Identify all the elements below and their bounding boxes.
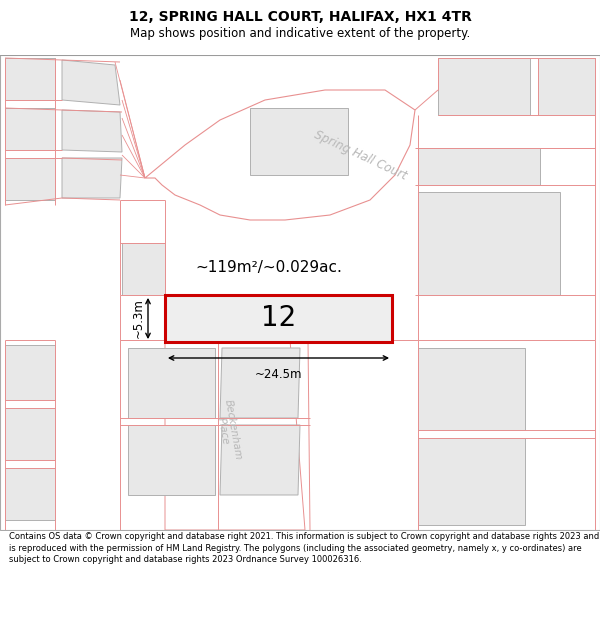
Polygon shape [62,60,120,105]
Polygon shape [538,58,595,115]
Text: ~119m²/~0.029ac.: ~119m²/~0.029ac. [195,260,342,275]
Text: Beckenham
Place: Beckenham Place [213,398,243,462]
Polygon shape [5,158,55,200]
Polygon shape [128,348,215,418]
Polygon shape [418,438,525,525]
Polygon shape [438,58,530,115]
Polygon shape [62,110,122,152]
Polygon shape [5,468,55,520]
Polygon shape [128,425,215,495]
Bar [165,295,392,342]
Text: ~5.3m: ~5.3m [132,299,145,339]
Polygon shape [5,108,55,150]
Polygon shape [418,192,560,295]
Polygon shape [5,58,55,100]
Text: Map shows position and indicative extent of the property.: Map shows position and indicative extent… [130,27,470,39]
Text: 12: 12 [261,304,296,332]
Polygon shape [165,340,305,530]
Polygon shape [145,90,415,220]
Text: ~24.5m: ~24.5m [255,368,302,381]
Polygon shape [250,108,348,175]
Polygon shape [220,425,300,495]
Polygon shape [220,348,300,418]
Polygon shape [5,408,55,460]
Text: Spring Hall Court: Spring Hall Court [311,128,409,182]
Polygon shape [418,348,525,430]
Text: 12, SPRING HALL COURT, HALIFAX, HX1 4TR: 12, SPRING HALL COURT, HALIFAX, HX1 4TR [128,10,472,24]
Polygon shape [62,158,122,198]
Text: Contains OS data © Crown copyright and database right 2021. This information is : Contains OS data © Crown copyright and d… [9,532,599,564]
Polygon shape [418,148,540,185]
Polygon shape [5,345,55,400]
Polygon shape [122,243,165,295]
